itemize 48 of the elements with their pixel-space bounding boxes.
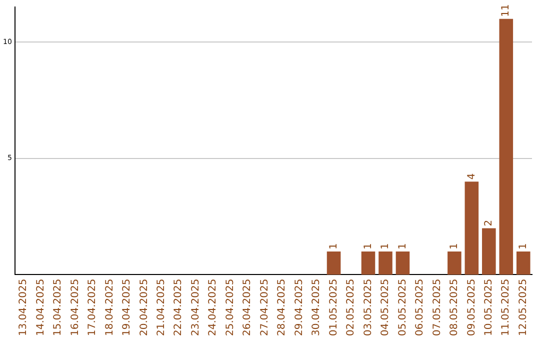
x-tick-label: 07.05.2025: [432, 278, 443, 336]
bar: [464, 182, 479, 275]
x-tick-label: 02.05.2025: [346, 278, 357, 336]
data-label: 1: [380, 243, 392, 250]
x-tick-label: 23.04.2025: [190, 278, 202, 336]
data-label: 2: [484, 220, 495, 226]
x-tick-label: 14.04.2025: [35, 278, 46, 336]
data-label: 1: [518, 243, 529, 250]
bar: [396, 251, 410, 275]
x-tick-label: 09.05.2025: [466, 278, 478, 336]
bar: [482, 228, 496, 275]
x-tick-label: 29.04.2025: [294, 278, 305, 336]
x-tick-label: 27.04.2025: [259, 278, 270, 336]
x-tick-label: 05.05.2025: [397, 278, 408, 336]
x-tick-label: 03.05.2025: [362, 278, 374, 336]
x-tick-label: 25.04.2025: [224, 278, 236, 336]
x-tick-label: 20.04.2025: [138, 278, 150, 336]
x-tick-label: 19.04.2025: [122, 278, 133, 336]
bar: [326, 251, 341, 275]
bar: [378, 251, 392, 275]
x-tick-label: 15.04.2025: [52, 278, 64, 336]
data-label: 1: [328, 243, 340, 250]
data-label: 1: [362, 243, 374, 250]
x-tick-label: 28.04.2025: [276, 278, 288, 336]
x-tick-label: 06.05.2025: [414, 278, 426, 336]
x-tick-label: 10.05.2025: [484, 278, 495, 336]
x-tick-label: 16.04.2025: [70, 278, 81, 336]
x-tick-label: 13.04.2025: [18, 278, 30, 336]
data-label: 1: [397, 243, 408, 250]
x-tick-label: 08.05.2025: [449, 278, 460, 336]
bar: [499, 18, 514, 275]
x-tick-label: 11.05.2025: [500, 278, 512, 336]
x-tick-label: 30.04.2025: [311, 278, 322, 336]
x-tick-label: 26.04.2025: [242, 278, 254, 336]
x-tick-label: 22.04.2025: [173, 278, 184, 336]
data-label: 4: [466, 173, 478, 180]
data-label: 1: [449, 243, 460, 250]
bar: [516, 251, 530, 275]
x-tick-label: 21.04.2025: [156, 278, 168, 336]
bar: [448, 251, 462, 275]
bar: [361, 251, 376, 275]
x-tick-label: 17.04.2025: [87, 278, 98, 336]
x-tick-label: 24.04.2025: [208, 278, 219, 336]
x-tick-label: 18.04.2025: [104, 278, 116, 336]
x-tick-label: 12.05.2025: [518, 278, 529, 336]
data-label: 11: [500, 4, 512, 17]
x-tick-label: 04.05.2025: [380, 278, 392, 336]
x-tick-label: 01.05.2025: [328, 278, 340, 336]
